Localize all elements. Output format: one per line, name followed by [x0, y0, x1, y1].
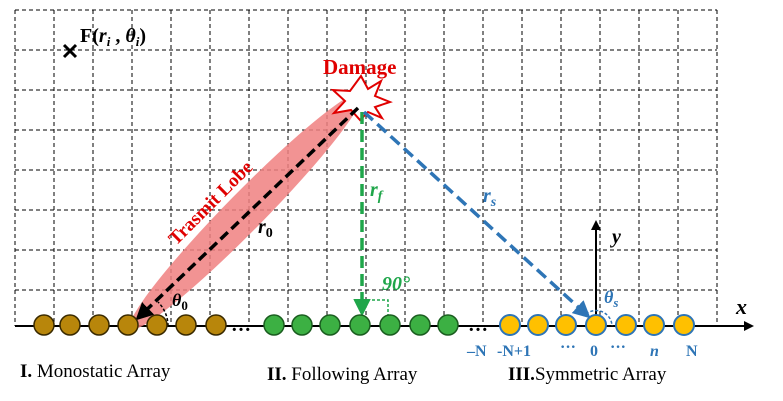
monostatic-array-title: I. Monostatic Array [20, 361, 171, 382]
ellipsis-2: … [468, 314, 488, 336]
monostatic-element [117, 314, 139, 336]
rs-label: rs [483, 185, 497, 210]
x-axis-label: x [735, 294, 747, 319]
damage-label: Damage [323, 55, 396, 79]
ellipsis-1: … [231, 314, 251, 336]
monostatic-element [59, 314, 81, 336]
index-zero: 0 [590, 343, 598, 360]
monostatic-element [146, 314, 168, 336]
following-array [263, 314, 459, 336]
transmit-lobe [129, 92, 363, 330]
symmetric-element [643, 314, 665, 336]
rs-arrow [362, 110, 591, 319]
monostatic-element [33, 314, 55, 336]
thetas-label: θs [604, 287, 618, 310]
r0-label: r0 [258, 216, 273, 241]
following-element [437, 314, 459, 336]
y-axis-label: y [610, 226, 621, 248]
symmetric-element [555, 314, 577, 336]
theta0-label: θ0 [172, 290, 188, 313]
monostatic-array [33, 314, 227, 336]
symmetric-element [615, 314, 637, 336]
monostatic-element [88, 314, 110, 336]
symmetric-element [527, 314, 549, 336]
symmetric-element [673, 314, 695, 336]
following-element [319, 314, 341, 336]
index-minus-n: –N [466, 343, 487, 360]
index-dots-left: ··· [560, 339, 576, 356]
following-element [291, 314, 313, 336]
following-element [349, 314, 371, 336]
thetas-arc [585, 309, 613, 327]
symmetric-element [585, 314, 607, 336]
angle-90-label: 90° [382, 273, 410, 295]
symmetric-array [499, 314, 695, 336]
damage-star [330, 74, 393, 122]
monostatic-element [175, 314, 197, 336]
symmetric-element [499, 314, 521, 336]
following-element [409, 314, 431, 336]
index-N: N [686, 343, 698, 360]
monostatic-element [205, 314, 227, 336]
point-f-marker [62, 43, 78, 59]
right-angle-marker [362, 299, 389, 326]
index-n: n [650, 343, 659, 360]
following-array-title: II. Following Array [267, 364, 418, 385]
following-element [379, 314, 401, 336]
point-f-label: F(ri , θi) [80, 25, 146, 49]
index-minus-n-plus-1: -N+1 [497, 343, 531, 360]
theta0-arc [157, 301, 169, 327]
symmetric-array-title: III.Symmetric Array [508, 364, 667, 385]
index-dots-right: ··· [610, 339, 626, 356]
following-element [263, 314, 285, 336]
rf-label: rf [370, 179, 384, 204]
r0-arrow [135, 106, 360, 321]
